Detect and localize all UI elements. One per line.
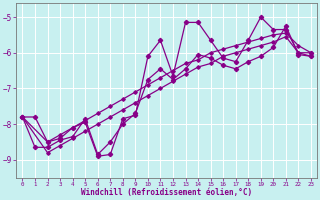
X-axis label: Windchill (Refroidissement éolien,°C): Windchill (Refroidissement éolien,°C) xyxy=(81,188,252,197)
